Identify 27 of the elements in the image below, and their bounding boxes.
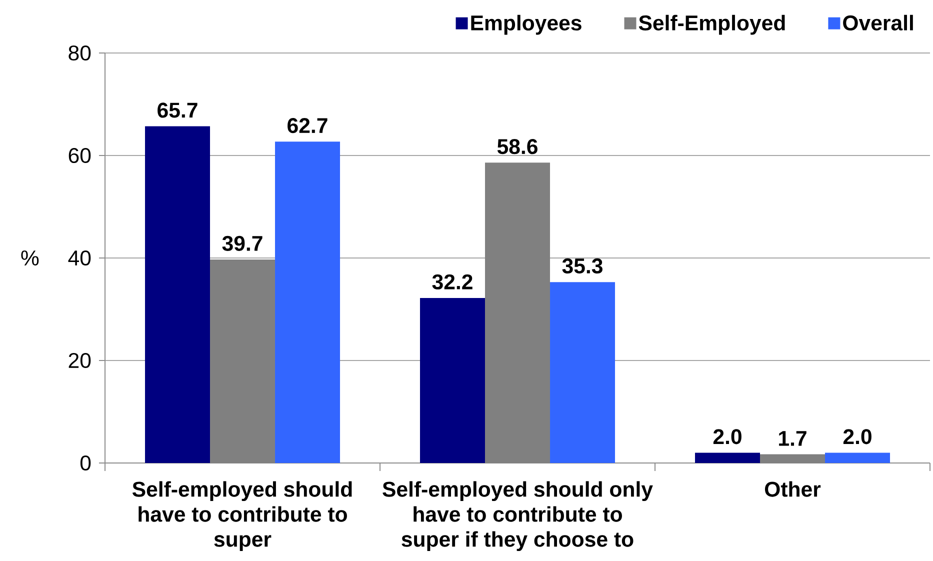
y-tick-label: 20 bbox=[68, 352, 91, 368]
y-tick-label: 80 bbox=[68, 45, 91, 61]
bar bbox=[825, 452, 890, 463]
data-label: 1.7 bbox=[779, 431, 806, 446]
y-axis-title: % bbox=[21, 250, 39, 266]
data-label: 32.2 bbox=[432, 274, 472, 290]
bar bbox=[275, 142, 340, 463]
bar bbox=[550, 282, 616, 463]
data-label: 62.7 bbox=[288, 118, 328, 134]
data-label: 35.3 bbox=[562, 258, 602, 274]
bar bbox=[420, 298, 486, 463]
legend-label: Overall bbox=[843, 14, 913, 30]
x-tick-label: Other bbox=[764, 481, 821, 497]
bar bbox=[695, 452, 760, 463]
data-label: 39.7 bbox=[222, 236, 262, 251]
y-tick-label: 0 bbox=[80, 455, 91, 471]
bar bbox=[145, 126, 210, 463]
legend-label: Employees bbox=[471, 14, 582, 35]
y-tick-label: 40 bbox=[68, 250, 91, 266]
y-tick-label: 60 bbox=[68, 148, 91, 164]
data-label: 65.7 bbox=[158, 102, 198, 118]
data-label: 2.0 bbox=[843, 429, 872, 444]
data-label: 2.0 bbox=[713, 429, 742, 444]
x-tick-label: Self-employed should only have to contribute to super if they choose to bbox=[382, 481, 653, 552]
x-tick-label: Self-employed should have to contribute to super bbox=[132, 481, 352, 552]
data-label: 58.6 bbox=[497, 139, 538, 154]
legend-label: Self-Employed bbox=[638, 14, 785, 35]
